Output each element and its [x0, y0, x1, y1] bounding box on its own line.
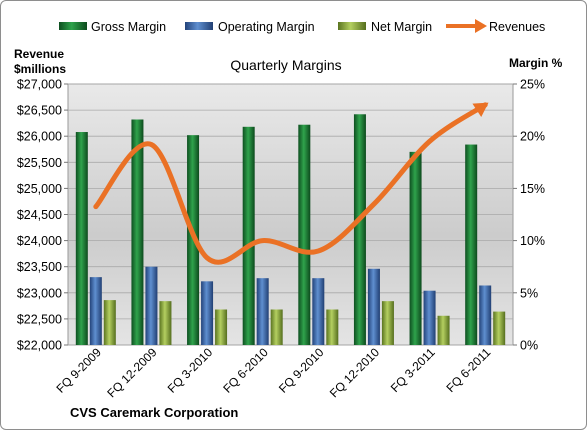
operating-margin-bar [423, 290, 436, 345]
revenues-line [93, 102, 488, 265]
gross-margin-bar [242, 126, 255, 345]
category-label: FQ 6-2011 [443, 345, 493, 395]
net-margin-bar [437, 315, 450, 345]
operating-margin-bar [256, 278, 269, 345]
net-margin-bar [159, 301, 172, 345]
net-margin-bar [493, 311, 506, 345]
left-tick-label: $24,000 [17, 234, 62, 248]
category-label: FQ 12-2010 [327, 345, 382, 400]
category-label: FQ 3-2011 [388, 345, 438, 395]
right-tick-label: 10% [520, 234, 545, 248]
net-margin-bar [103, 300, 116, 345]
gross-margin-bar [353, 114, 366, 345]
legend-label-gross-margin: Gross Margin [91, 20, 166, 34]
gross-margin-bar [298, 124, 311, 345]
category-label: FQ 9-2010 [276, 345, 327, 396]
legend: Gross Margin Operating Margin Net Margin… [59, 19, 545, 34]
legend-arrow-revenues [475, 19, 487, 33]
net-margin-bar [326, 309, 339, 345]
left-tick-label: $23,000 [17, 286, 62, 300]
gross-margin-bar [75, 132, 88, 345]
operating-margin-bar [312, 278, 325, 345]
legend-label-net-margin: Net Margin [371, 20, 432, 34]
left-tick-label: $22,000 [17, 339, 62, 353]
left-tick-label: $23,500 [17, 260, 62, 274]
gross-margin-bar [131, 119, 144, 345]
right-tick-label: 0% [520, 339, 538, 353]
revenues-line-group [93, 102, 489, 265]
left-axis-label-line2: $millions [14, 62, 66, 76]
left-tick-label: $27,000 [17, 78, 62, 92]
chart-title: Quarterly Margins [230, 57, 341, 73]
left-tick-label: $22,500 [17, 312, 62, 326]
category-label: FQ 6-2010 [220, 345, 271, 396]
category-label: FQ 3-2010 [165, 345, 216, 396]
legend-swatch-operating-margin [185, 22, 213, 30]
category-labels: FQ 9-2009 FQ 12-2009 FQ 3-2010 FQ 6-2010 FQ … [53, 345, 493, 400]
right-tick-label: 5% [520, 286, 538, 300]
legend-label-revenues: Revenues [489, 20, 545, 34]
legend-label-operating-margin: Operating Margin [218, 20, 315, 34]
net-margin-bar [381, 301, 394, 345]
category-label: FQ 9-2009 [53, 345, 104, 396]
left-tick-label: $24,500 [17, 208, 62, 222]
net-margin-bar [270, 309, 283, 345]
operating-margin-bar [145, 266, 158, 345]
gross-margin-bar [409, 151, 422, 345]
left-tick-label: $26,500 [17, 104, 62, 118]
left-tick-label: $25,000 [17, 182, 62, 196]
legend-swatch-gross-margin [59, 22, 87, 30]
left-tick-label: $25,500 [17, 156, 62, 170]
left-axis-ticks: $22,000 $22,500 $23,000 $23,500 $24,000 $24,5… [17, 78, 68, 353]
right-tick-label: 20% [520, 130, 545, 144]
category-label: FQ 12-2009 [104, 345, 159, 400]
right-tick-label: 15% [520, 182, 545, 196]
left-tick-label: $26,000 [17, 130, 62, 144]
bars [75, 114, 506, 345]
left-axis-label-line1: Revenue [14, 47, 64, 61]
company-name: CVS Caremark Corporation [70, 405, 238, 420]
operating-margin-bar [89, 277, 102, 345]
right-axis-ticks: 0% 5% 10% 15% 20% 25% [513, 78, 545, 353]
net-margin-bar [215, 309, 228, 345]
right-tick-label: 25% [520, 78, 545, 92]
right-axis-label: Margin % [509, 56, 563, 70]
revenues-arrowhead [472, 102, 489, 118]
legend-swatch-net-margin [338, 22, 366, 30]
gross-margin-bar [465, 144, 478, 345]
operating-margin-bar [479, 285, 492, 345]
operating-margin-bar [367, 268, 380, 345]
operating-margin-bar [201, 281, 214, 345]
